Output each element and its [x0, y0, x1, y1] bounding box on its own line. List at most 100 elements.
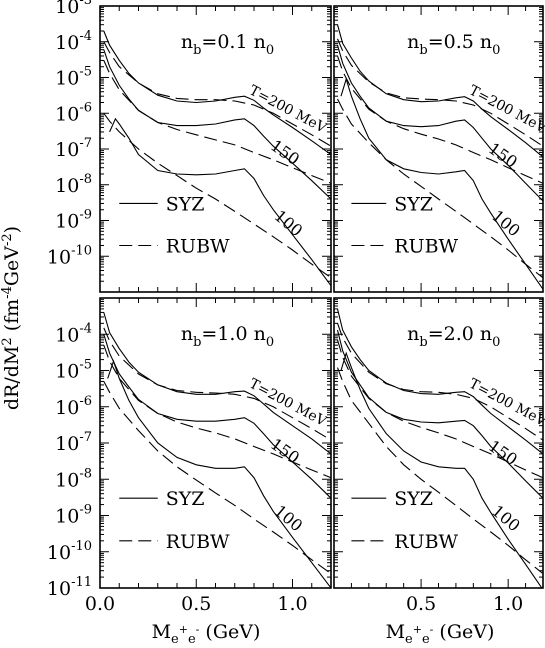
legend-label-rubw: RUBW	[394, 531, 458, 553]
series-dashed-T100	[336, 367, 543, 575]
series-solid-T150	[336, 329, 543, 499]
y-tick-label-mantissa: 10	[55, 68, 79, 90]
legend-label-syz: SYZ	[394, 193, 433, 215]
y-tick-label: 10-9	[55, 208, 92, 233]
temperature-label-150: 150	[485, 436, 521, 469]
x-tick-label: 1.0	[493, 593, 523, 615]
temperature-label-200: T=200 MeV	[246, 83, 329, 137]
series-solid-T150	[103, 334, 331, 499]
series-dashed-T150	[336, 55, 543, 184]
temperature-label-100: 100	[488, 501, 524, 535]
x-tick-label: 0.0	[85, 593, 115, 615]
nb-label: nb=0.5 n0	[407, 31, 500, 58]
y-tick-label-exponent: -6	[79, 100, 92, 115]
series-dashed-T200	[103, 41, 331, 147]
y-tick-label: 10-9	[55, 503, 92, 528]
y-tick-label-exponent: -9	[79, 208, 92, 223]
x-axis-label-left: Me+e- (GeV)	[152, 621, 261, 647]
panel-p4: 0.5 1.0 nb=2.0 n0 T=200 MeV 150 100 SYZ RUBW	[333, 297, 545, 615]
y-axis-label-exp2: -2	[0, 233, 15, 246]
nb-label: nb=2.0 n0	[407, 323, 500, 350]
y-tick-label: 10-5	[55, 65, 92, 90]
panels: 10-310-410-510-610-710-810-910-10nb=0.1 …	[47, 0, 545, 615]
nb-label: nb=0.1 n0	[181, 31, 274, 58]
legend-label-rubw: RUBW	[394, 235, 458, 257]
y-tick-label: 10-10	[47, 539, 92, 564]
legend-label-syz: SYZ	[394, 488, 433, 510]
y-tick-label-exponent: -11	[71, 575, 92, 590]
y-axis-label-sup: 2	[0, 337, 15, 345]
y-tick-label-mantissa: 10	[55, 361, 79, 383]
series-solid-T100	[340, 351, 543, 588]
series-solid-T200	[336, 308, 543, 455]
series-dashed-T100	[103, 381, 331, 575]
y-tick-label-exponent: -10	[71, 243, 92, 258]
y-tick-label: 10-10	[47, 243, 92, 268]
x-tick-label: 0.5	[181, 593, 211, 615]
y-tick-label: 10-5	[55, 358, 92, 383]
temperature-label-200: T=200 MeV	[466, 83, 545, 137]
y-tick-label-mantissa: 10	[55, 175, 79, 197]
y-tick-label-mantissa: 10	[55, 397, 79, 419]
y-tick-label-mantissa: 10	[55, 324, 79, 346]
y-axis-label: dR/dM2 (fm-4GeV-2)	[0, 226, 23, 410]
x-axis-label-right: Me+e- (GeV)	[386, 621, 495, 647]
nb-label: nb=1.0 n0	[181, 323, 274, 350]
y-tick-label-exponent: -5	[79, 65, 92, 80]
y-tick-label-mantissa: 10	[55, 103, 79, 125]
y-tick-label-exponent: -10	[71, 539, 92, 554]
y-axis-label-units-open: (fm	[1, 299, 23, 338]
y-tick-label: 10-11	[47, 575, 92, 600]
panel-p1: 10-310-410-510-610-710-810-910-10nb=0.1 …	[47, 0, 332, 293]
series-solid-T200	[336, 24, 543, 158]
y-tick-label-exponent: -7	[79, 430, 92, 445]
series-dashed-T100	[337, 98, 543, 279]
legend-label-syz: SYZ	[166, 488, 205, 510]
series-dashed-T150	[103, 345, 331, 479]
y-tick-label: 10-8	[55, 172, 92, 197]
y-tick-label-mantissa: 10	[55, 139, 79, 161]
y-tick-label-mantissa: 10	[55, 211, 79, 233]
y-tick-label-mantissa: 10	[55, 469, 79, 491]
legend-label-rubw: RUBW	[166, 235, 230, 257]
y-axis-label-exp1: -4	[0, 286, 15, 299]
y-axis-label-main: dR/dM	[1, 346, 23, 411]
series-solid-T100	[340, 77, 543, 290]
y-axis-label-units-close: )	[1, 226, 23, 233]
y-tick-label: 10-7	[55, 430, 92, 455]
legend-label-syz: SYZ	[166, 193, 205, 215]
series-solid-T100	[109, 117, 331, 287]
y-tick-label-exponent: -5	[79, 358, 92, 373]
y-tick-label: 10-3	[55, 0, 92, 18]
series-dashed-T200	[336, 323, 543, 441]
y-tick-label-exponent: -9	[79, 503, 92, 518]
series-solid-T100	[107, 359, 331, 588]
x-tick-label: 1.0	[277, 593, 307, 615]
y-tick-label-mantissa: 10	[55, 32, 79, 54]
y-tick-label-mantissa: 10	[55, 506, 79, 528]
y-tick-label: 10-4	[55, 29, 92, 54]
y-axis-label-units-mid: GeV	[1, 246, 23, 286]
y-tick-label-exponent: -4	[79, 29, 92, 44]
y-tick-label-exponent: -7	[79, 136, 92, 151]
series-dashed-T150	[336, 339, 543, 479]
temperature-label-100: 100	[271, 501, 307, 535]
temperature-label-100: 100	[488, 206, 524, 240]
y-tick-label-exponent: -6	[79, 394, 92, 409]
y-tick-label-exponent: -8	[79, 172, 92, 187]
series-solid-T150	[103, 49, 331, 200]
series-dashed-T200	[336, 38, 543, 147]
series-dashed-T150	[103, 60, 331, 184]
y-tick-label: 10-4	[55, 321, 92, 346]
y-tick-label: 10-7	[55, 136, 92, 161]
y-tick-label-mantissa: 10	[55, 0, 79, 18]
temperature-label-150: 150	[485, 139, 521, 172]
y-tick-label-mantissa: 10	[55, 433, 79, 455]
temperature-label-200: T=200 MeV	[466, 376, 545, 430]
y-tick-label-exponent: -3	[79, 0, 92, 8]
y-tick-label-exponent: -4	[79, 321, 92, 336]
series-dashed-T100	[103, 112, 331, 279]
